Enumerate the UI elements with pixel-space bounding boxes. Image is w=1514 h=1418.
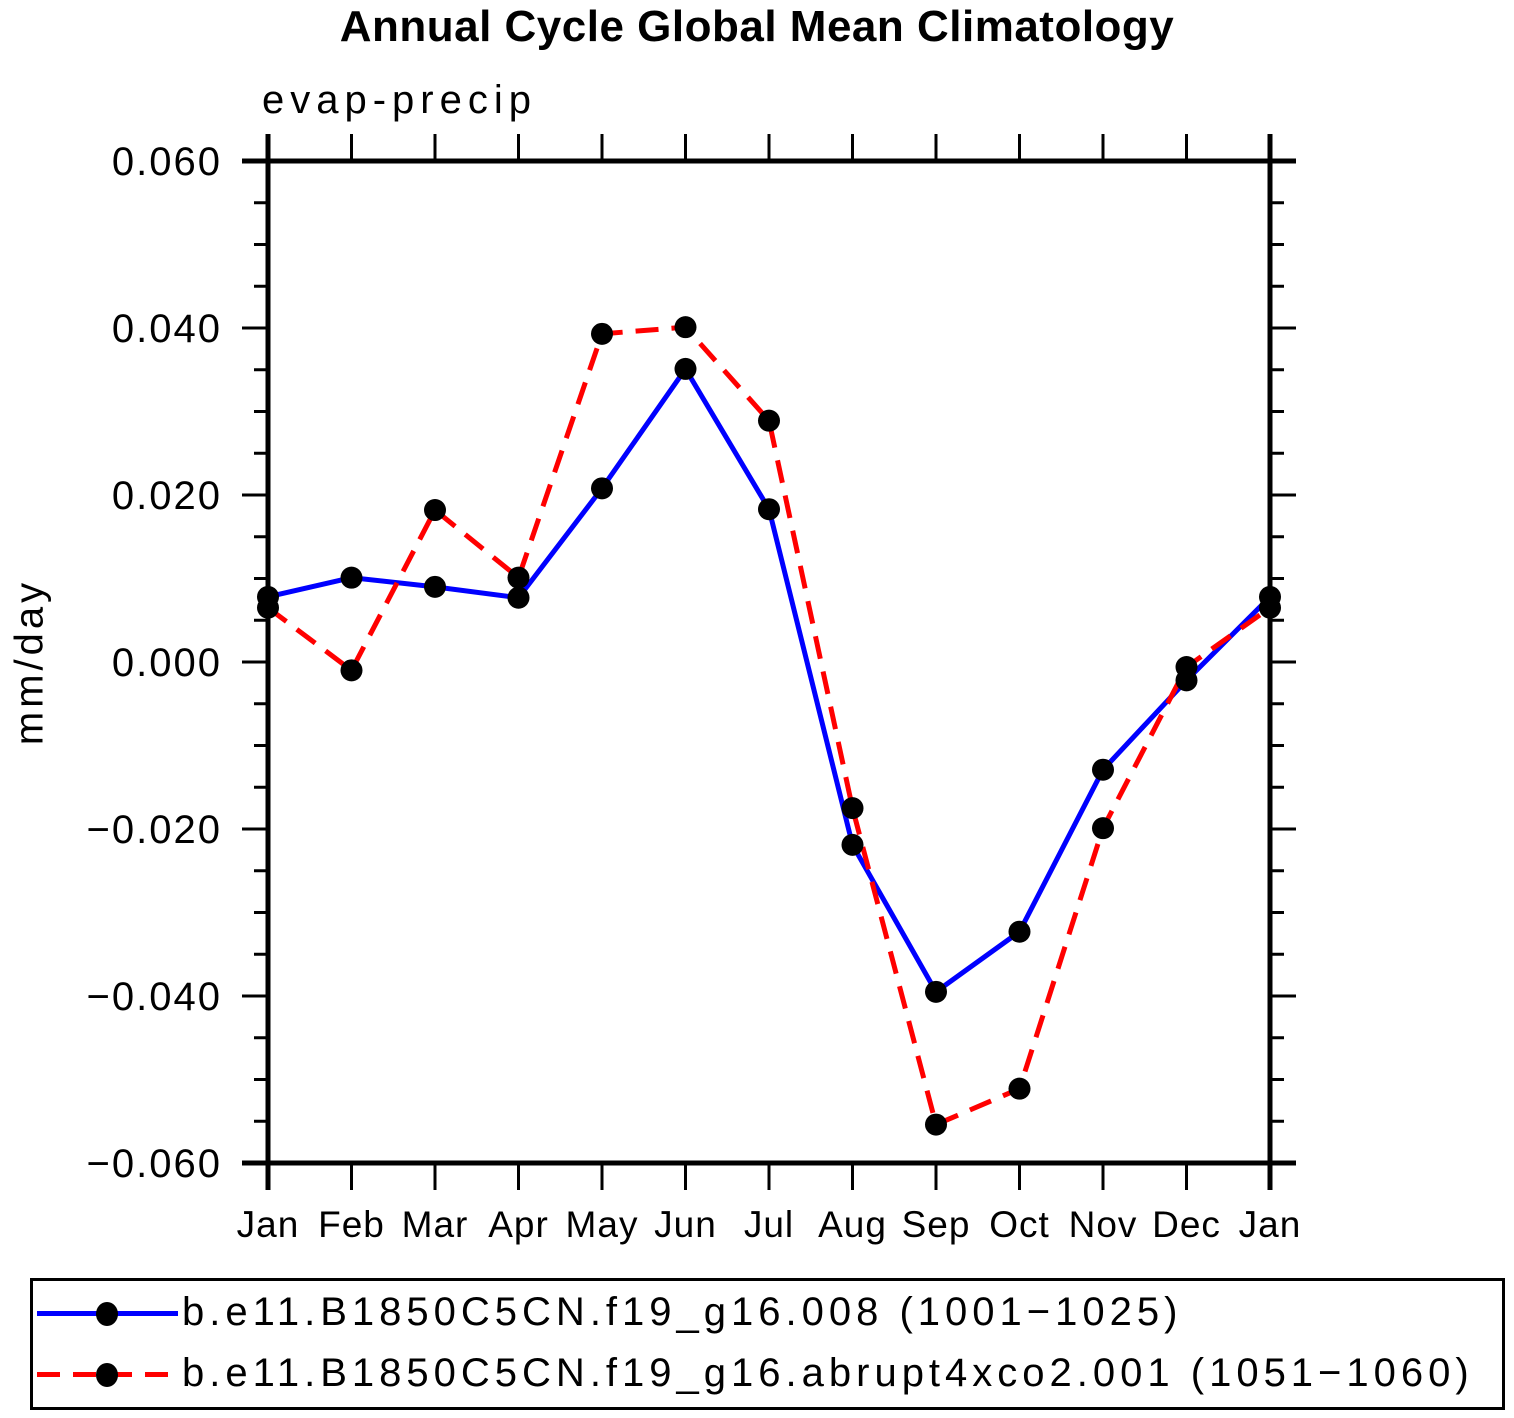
data-point-marker <box>591 322 613 345</box>
x-tick-label: Jun <box>654 1204 717 1245</box>
x-tick-label: Oct <box>989 1204 1050 1245</box>
data-point-marker <box>925 980 947 1003</box>
x-tick-label: Dec <box>1152 1204 1221 1245</box>
y-tick-label: −0.020 <box>87 808 222 852</box>
legend-label-series1: b.e11.B1850C5CN.f19_g16.008 (1001−1025) <box>182 1290 1183 1334</box>
axis-subtitle: evap-precip <box>262 78 538 122</box>
data-point-marker <box>257 596 279 619</box>
data-point-marker <box>841 833 864 856</box>
x-tick-label: Feb <box>318 1204 385 1245</box>
y-tick-label: −0.060 <box>87 1142 222 1186</box>
data-point-marker <box>674 316 697 339</box>
series-line-1 <box>267 364 1272 996</box>
data-point-marker <box>591 477 613 500</box>
data-point-marker <box>758 498 780 521</box>
x-tick-label: Aug <box>818 1204 887 1245</box>
x-tick-label: May <box>566 1204 639 1245</box>
y-tick-label: 0.000 <box>112 641 222 685</box>
data-point-marker <box>1092 817 1114 840</box>
data-point-marker <box>340 566 363 589</box>
data-point-marker <box>1008 1077 1031 1100</box>
data-point-marker <box>507 566 530 589</box>
data-point-marker <box>340 659 363 682</box>
x-tick-label: Jan <box>237 1204 300 1245</box>
data-point-marker <box>1259 596 1281 619</box>
legend-marker-series2 <box>96 1363 118 1387</box>
legend-label-series2: b.e11.B1850C5CN.f19_g16.abrupt4xco2.001 … <box>182 1351 1474 1395</box>
x-tick-label: Jul <box>744 1204 794 1245</box>
data-point-marker <box>925 1113 947 1136</box>
data-point-marker <box>674 357 697 380</box>
x-tick-label: Sep <box>902 1204 971 1245</box>
legend-marker-series1 <box>96 1302 118 1326</box>
x-tick-label: Nov <box>1069 1204 1138 1245</box>
chart-title: Annual Cycle Global Mean Climatology <box>339 2 1175 51</box>
x-tick-label: Mar <box>402 1204 469 1245</box>
legend: b.e11.B1850C5CN.f19_g16.008 (1001−1025) … <box>30 1278 1505 1410</box>
data-point-marker <box>758 409 780 432</box>
series-line-2 <box>266 324 1272 1129</box>
data-point-marker <box>424 575 446 598</box>
data-point-marker <box>424 499 446 522</box>
y-tick-label: 0.020 <box>112 474 222 518</box>
x-tick-label: Jan <box>1239 1204 1302 1245</box>
y-tick-label: −0.040 <box>87 975 222 1019</box>
data-point-marker <box>1008 920 1031 943</box>
y-tick-label: 0.060 <box>112 140 222 184</box>
x-tick-label: Apr <box>488 1204 549 1245</box>
y-tick-label: 0.040 <box>112 307 222 351</box>
data-point-marker <box>507 586 530 609</box>
data-point-marker <box>1175 656 1198 679</box>
data-point-marker <box>1092 758 1114 781</box>
data-point-marker <box>841 797 864 820</box>
plot-svg: −0.060 −0.040 −0.020 0.000 0.020 0.040 0.060 Ja… <box>87 134 1302 1245</box>
